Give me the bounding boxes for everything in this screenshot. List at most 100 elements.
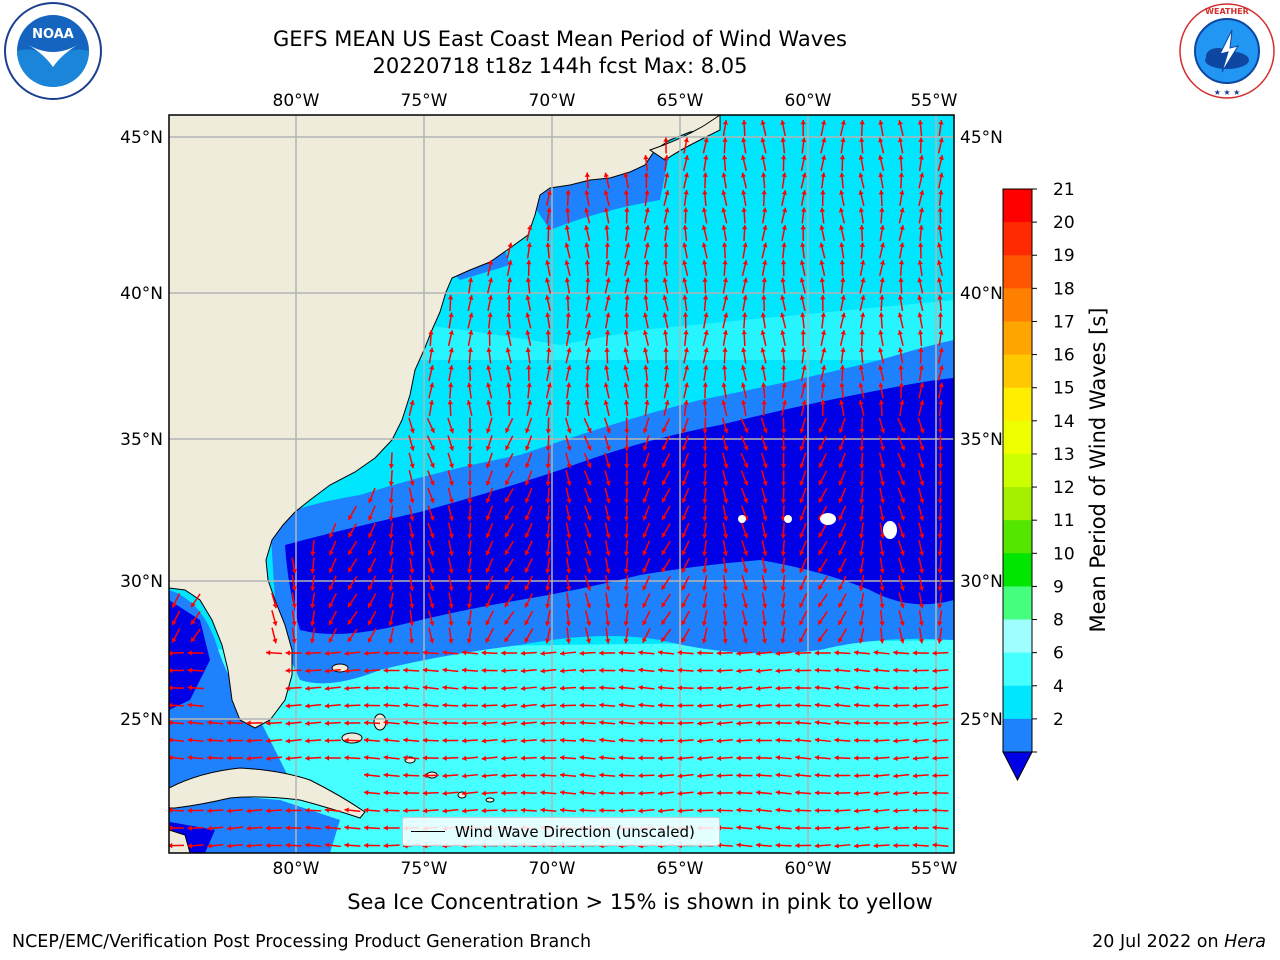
wave-direction-arrow-head xyxy=(623,190,630,195)
wave-direction-arrow-head xyxy=(324,668,330,674)
land-north-america xyxy=(169,115,721,729)
wave-direction-arrow-head xyxy=(642,585,648,591)
wave-direction-arrow-head xyxy=(756,824,761,831)
wave-direction-arrow-head xyxy=(899,400,905,405)
wave-direction-arrow-head xyxy=(917,120,924,125)
wave-direction-arrow-head xyxy=(603,190,609,195)
wave-direction-arrow-head xyxy=(917,312,923,318)
wave-direction-arrow-head xyxy=(344,650,349,657)
wave-direction-arrow-head xyxy=(565,312,571,317)
wave-direction-arrow-head xyxy=(540,737,545,744)
wave-direction-arrow-head xyxy=(762,480,768,486)
wave-direction-arrow-head xyxy=(579,789,585,796)
wave-direction-arrow-head xyxy=(466,586,473,591)
wave-direction-arrow-head xyxy=(448,533,454,539)
wave-direction-arrow-head xyxy=(741,190,747,195)
wave-direction-arrow-head xyxy=(644,225,650,230)
wave-direction-arrow-head xyxy=(585,330,592,335)
wave-direction-arrow-head xyxy=(505,445,510,451)
wave-direction-arrow-head xyxy=(664,382,670,388)
wave-direction-arrow-head xyxy=(658,667,663,673)
wave-direction-arrow-head xyxy=(919,428,925,434)
wave-direction-arrow-head xyxy=(762,568,768,574)
wave-direction-arrow-head xyxy=(226,755,232,761)
wave-direction-arrow-head xyxy=(780,312,786,318)
wave-direction-arrow-head xyxy=(501,738,506,744)
wave-direction-arrow-head xyxy=(187,719,193,726)
wave-direction-arrow-head xyxy=(481,790,487,796)
wave-direction-arrow-head xyxy=(642,428,648,434)
wave-direction-arrow-head xyxy=(520,668,526,674)
wave-direction-arrow-head xyxy=(918,207,925,213)
wave-direction-arrow-head xyxy=(644,207,650,213)
wave-direction-arrow-head xyxy=(879,295,885,300)
wave-direction-arrow-head xyxy=(305,738,310,744)
wave-direction-arrow-head xyxy=(344,668,349,674)
wave-direction-arrow-head xyxy=(662,330,669,335)
wave-direction-arrow-head xyxy=(566,365,572,370)
wave-direction-arrow-head xyxy=(324,737,330,744)
wave-direction-arrow-head xyxy=(932,825,937,831)
wave-direction-arrow-head xyxy=(658,755,663,761)
wave-direction-arrow-head xyxy=(932,772,937,779)
wave-direction-arrow-head xyxy=(681,567,687,573)
wave-direction-arrow-head xyxy=(328,550,334,556)
wave-direction-arrow-head xyxy=(722,516,729,521)
wave-direction-arrow-head xyxy=(859,464,865,469)
wave-direction-arrow-head xyxy=(367,585,373,591)
wave-direction-arrow-head xyxy=(743,550,749,556)
wave-direction-arrow-head xyxy=(937,603,943,609)
wave-direction-arrow-head xyxy=(586,427,592,433)
wave-direction-arrow-head xyxy=(187,843,193,849)
wave-direction-arrow-head xyxy=(702,464,708,469)
wave-direction-arrow-head xyxy=(409,428,415,434)
wave-direction-arrow-head xyxy=(545,446,551,451)
wave-direction-arrow-head xyxy=(937,586,943,591)
wave-direction-arrow-head xyxy=(429,365,435,370)
wave-direction-arrow-head xyxy=(859,429,865,434)
wave-direction-arrow-head xyxy=(383,719,389,726)
colorbar-segment xyxy=(1003,685,1032,720)
wave-direction-arrow-head xyxy=(623,400,630,405)
wave-direction-arrow-head xyxy=(912,755,918,762)
wave-direction-arrow-head xyxy=(838,515,844,521)
wave-direction-arrow-head xyxy=(310,551,316,556)
colorbar-segment xyxy=(1003,553,1032,587)
wave-direction-arrow-head xyxy=(285,703,291,709)
wave-direction-arrow-head xyxy=(545,481,551,486)
wave-direction-arrow-head xyxy=(820,172,826,178)
wave-direction-arrow-head xyxy=(505,330,512,335)
wave-direction-arrow-head xyxy=(485,585,491,591)
wave-direction-arrow-head xyxy=(462,685,467,691)
wave-direction-arrow-head xyxy=(681,445,687,451)
colorbar-segment xyxy=(1003,718,1032,753)
wave-direction-arrow-head xyxy=(781,207,788,213)
lon-label-bottom: 65°W xyxy=(657,859,704,879)
wave-direction-arrow-head xyxy=(839,172,845,178)
wave-direction-arrow-head xyxy=(364,772,369,778)
wave-direction-arrow-head xyxy=(912,790,918,796)
wave-direction-arrow-head xyxy=(898,172,905,177)
wave-direction-arrow-head xyxy=(403,790,408,796)
wave-direction-arrow-head xyxy=(642,515,648,521)
colorbar-segment xyxy=(1003,453,1032,488)
wave-direction-arrow-head xyxy=(560,650,565,657)
wave-direction-arrow-head xyxy=(878,382,884,388)
wave-direction-arrow-head xyxy=(762,516,768,521)
wave-direction-arrow-head xyxy=(818,602,823,608)
wave-direction-arrow-head xyxy=(838,602,843,608)
wave-direction-arrow-head xyxy=(383,685,388,691)
wave-direction-arrow-head xyxy=(525,330,531,335)
wave-direction-arrow-head xyxy=(838,480,844,486)
wave-direction-arrow-head xyxy=(429,498,435,503)
wave-direction-arrow-head xyxy=(505,427,511,433)
wave-direction-arrow-head xyxy=(564,277,571,283)
wave-direction-arrow-head xyxy=(364,825,369,831)
wave-direction-arrow-head xyxy=(938,382,944,388)
wave-direction-arrow-head xyxy=(618,684,624,691)
wave-direction-arrow-head xyxy=(662,260,669,265)
colorbar-tick-label: 6 xyxy=(1053,644,1064,664)
wave-direction-arrow-head xyxy=(467,464,473,469)
wave-direction-arrow-head xyxy=(504,567,510,573)
wave-direction-arrow-head xyxy=(820,312,826,318)
